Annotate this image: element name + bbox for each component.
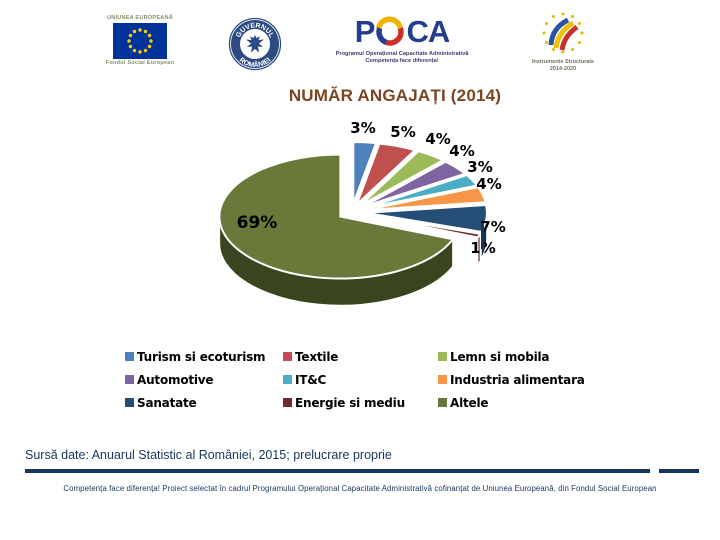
legend-item-energie-si-mediu: Energie si mediu [283,391,438,414]
legend-label: Altele [450,395,489,410]
legend-item-sanatate: Sanatate [125,391,283,414]
legend-swatch-icon [438,352,447,361]
poca-letter-p: P [354,14,376,49]
legend-label: Energie si mediu [295,395,405,410]
poca-o-swirl-icon [376,16,405,46]
eu-flag-logo: UNIUNEA EUROPEANĂ Fondul Social European [99,15,181,67]
divider-line-end-segment [659,469,699,473]
is-logo-caption-line1: Instrumente Structurale [531,59,595,65]
pie-label-sanatate: 7% [480,218,506,236]
legend-label: Turism si ecoturism [137,349,266,364]
pie-chart-canvas [218,140,488,307]
divider-line [25,469,650,473]
legend-label: Textile [295,349,339,364]
svg-text:ROMÂNIEI: ROMÂNIEI [238,57,273,69]
chart-legend: Turism si ecoturism Automotive Sanatate Tex… [125,345,643,414]
eu-flag-icon [113,23,167,59]
legend-label: Sanatate [137,395,197,410]
slide-title: NUMĂR ANGAJAȚI (2014) [288,86,502,105]
instrumente-structurale-logo: Instrumente Structurale 2014-2020 [523,11,603,72]
poca-wordmark: P CA [334,13,470,51]
legend-column: Lemn si mobila Industria alimentara Altele [438,345,643,414]
legend-item-industria-alimentara: Industria alimentara [438,368,643,391]
leader-line-7-percent [481,223,484,249]
legend-swatch-icon [125,398,134,407]
pie-chart: 3%5%4%4%3%4%7%1%69% [200,113,530,320]
poca-subtitle-line2: Competența face diferența! [365,58,439,64]
poca-letters-ca: CA [406,14,450,49]
gov-seal-bottom-text: ROMÂNIEI [238,57,273,69]
legend-swatch-icon [283,375,292,384]
legend-swatch-icon [125,352,134,361]
legend-swatch-icon [438,398,447,407]
source-note: Sursă date: Anuarul Statistic al Românie… [25,448,392,462]
poca-logo: P CA Programul Operațional Capacitate Ad… [334,13,470,65]
legend-column: Turism si ecoturism Automotive Sanatate [125,345,283,414]
legend-item-turism-si-ecoturism: Turism si ecoturism [125,345,283,368]
footer-note: Competența face diferența! Proiect selec… [63,484,657,493]
pie-label-turism-si-ecoturism: 3% [350,119,376,137]
legend-swatch-icon [283,352,292,361]
structural-instruments-icon [542,12,584,54]
eagle-icon [246,35,264,53]
poca-subtitle-line1: Programul Operațional Capacitate Adminis… [335,51,469,57]
legend-swatch-icon [283,398,292,407]
legend-label: Automotive [137,372,214,387]
pie-label-it-c: 3% [467,158,493,176]
legend-column: Textile IT&C Energie si mediu [283,345,438,414]
is-logo-caption-line2: 2014-2020 [549,65,577,72]
legend-item-lemn-si-mobila: Lemn si mobila [438,345,643,368]
pie-label-industria-alimentara: 4% [476,175,502,193]
legend-label: Industria alimentara [450,372,585,387]
government-seal-icon: GUVERNUL ROMÂNIEI [228,17,282,71]
legend-label: Lemn si mobila [450,349,550,364]
legend-label: IT&C [295,372,327,387]
guvernul-romaniei-logo: GUVERNUL ROMÂNIEI [227,16,283,72]
pie-label-automotive: 4% [449,142,475,160]
legend-swatch-icon [438,375,447,384]
eu-logo-bottom-caption: Fondul Social European [105,60,175,66]
pie-label-altele: 69% [236,213,278,233]
legend-item-textile: Textile [283,345,438,368]
eu-logo-top-caption: UNIUNEA EUROPEANĂ [107,15,173,21]
legend-swatch-icon [125,375,134,384]
pie-label-lemn-si-mobila: 4% [425,130,451,148]
legend-item-altele: Altele [438,391,643,414]
legend-item-automotive: Automotive [125,368,283,391]
legend-item-it-c: IT&C [283,368,438,391]
pie-label-textile: 5% [390,123,416,141]
